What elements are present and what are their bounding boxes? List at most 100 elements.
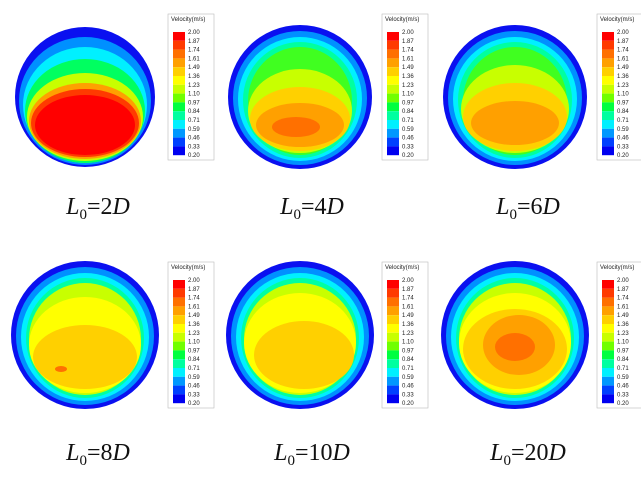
colorbar-swatch — [387, 137, 399, 147]
colorbar-tick-label: 0.33 — [402, 144, 414, 150]
colorbar-swatch — [602, 324, 614, 333]
colorbar-swatch — [387, 368, 399, 377]
contour-plot — [11, 261, 159, 409]
colorbar-tick-label: 1.10 — [617, 340, 629, 346]
colorbar-tick-label: 1.49 — [617, 313, 629, 319]
label-subscript: 0 — [509, 207, 517, 223]
colorbar-title: Velocity(m/s) — [600, 265, 634, 271]
colorbar-swatch — [387, 341, 399, 351]
colorbar-tick-label: 0.33 — [188, 392, 200, 398]
colorbar-tick-label: 0.97 — [402, 100, 414, 106]
colorbar-swatch — [602, 341, 614, 351]
colorbar-tick-label: 1.23 — [188, 83, 200, 89]
colorbar-swatch — [173, 394, 185, 404]
colorbar-tick-label: 0.46 — [402, 136, 414, 142]
panel-label: L0=10D — [273, 440, 350, 469]
colorbar-swatch — [602, 394, 614, 404]
colorbar-tick-label: 0.33 — [402, 392, 414, 398]
colorbar-swatch — [602, 93, 614, 103]
colorbar: Velocity(m/s) 2.00 1.87 1.74 1.61 1.49 1.36 1.2… — [381, 13, 429, 161]
colorbar-tick-label: 0.33 — [188, 144, 200, 150]
colorbar-tick-label: 0.59 — [617, 127, 629, 133]
colorbar-swatch — [387, 288, 399, 298]
colorbar-tick-label: 1.49 — [402, 65, 414, 71]
colorbar-title: Velocity(m/s) — [385, 265, 419, 271]
label-unit: D — [112, 440, 130, 466]
colorbar-swatch — [387, 120, 399, 129]
panel: Velocity(m/s) 2.00 1.87 1.74 1.61 1.49 1.36 1.2… — [443, 13, 641, 223]
colorbar-tick-label: 0.20 — [188, 401, 200, 407]
colorbar-title: Velocity(m/s) — [385, 17, 419, 23]
colorbar-swatch — [173, 111, 185, 120]
label-symbol: L — [65, 194, 79, 220]
colorbar-tick-label: 0.71 — [402, 366, 414, 372]
colorbar-tick-label: 1.10 — [402, 340, 414, 346]
colorbar-swatch — [387, 146, 399, 156]
colorbar-swatch — [387, 376, 399, 386]
colorbar-tick-label: 1.49 — [617, 65, 629, 71]
colorbar-swatch — [173, 280, 185, 289]
colorbar-swatch — [602, 350, 614, 360]
colorbar-title: Velocity(m/s) — [171, 17, 205, 23]
colorbar-swatch — [387, 315, 399, 324]
colorbar-swatch — [173, 146, 185, 156]
colorbar-tick-label: 1.74 — [617, 296, 629, 302]
colorbar-tick-label: 1.61 — [402, 304, 414, 310]
colorbar-tick-label: 0.71 — [617, 366, 629, 372]
colorbar-tick-label: 1.23 — [402, 331, 414, 337]
label-unit: D — [548, 440, 566, 466]
colorbar-tick-label: 0.59 — [188, 375, 200, 381]
panel-label: L0=20D — [489, 440, 566, 469]
panel: Velocity(m/s) 2.00 1.87 1.74 1.61 1.49 1.36 1.2… — [441, 261, 641, 469]
colorbar-swatch — [387, 76, 399, 85]
colorbar-tick-label: 1.87 — [188, 287, 200, 293]
colorbar-swatch — [173, 341, 185, 351]
panel-label: L0=2D — [65, 194, 130, 223]
colorbar-tick-label: 1.87 — [188, 39, 200, 45]
colorbar-tick-label: 0.46 — [188, 136, 200, 142]
colorbar-tick-label: 2.00 — [188, 30, 200, 36]
colorbar-tick-label: 0.46 — [402, 384, 414, 390]
colorbar-tick-label: 1.23 — [188, 331, 200, 337]
colorbar-swatch — [173, 128, 185, 138]
colorbar-swatch — [602, 84, 614, 94]
colorbar-tick-label: 0.33 — [617, 392, 629, 398]
label-equals: =4 — [301, 194, 327, 220]
colorbar-swatch — [387, 67, 399, 76]
colorbar-tick-label: 1.74 — [402, 296, 414, 302]
contour-region — [471, 101, 559, 145]
colorbar-swatch — [602, 288, 614, 298]
label-equals: =8 — [87, 440, 113, 466]
colorbar-swatch — [173, 306, 185, 316]
colorbar-tick-label: 0.97 — [402, 348, 414, 354]
label-subscript: 0 — [79, 207, 87, 223]
colorbar-swatch — [602, 32, 614, 41]
label-equals: =2 — [87, 194, 113, 220]
label-subscript: 0 — [503, 453, 511, 469]
label-symbol: L — [495, 194, 509, 220]
colorbar-swatch — [173, 40, 185, 50]
colorbar-tick-label: 1.49 — [402, 313, 414, 319]
colorbar-swatch — [602, 137, 614, 147]
panel-label: L0=8D — [65, 440, 130, 469]
colorbar-tick-label: 2.00 — [617, 278, 629, 284]
colorbar-tick-label: 0.97 — [617, 348, 629, 354]
colorbar-tick-label: 0.97 — [188, 100, 200, 106]
contour-plot — [15, 27, 155, 167]
colorbar-tick-label: 2.00 — [402, 278, 414, 284]
label-subscript: 0 — [79, 453, 87, 469]
colorbar-swatch — [602, 359, 614, 368]
colorbar-tick-label: 0.84 — [617, 357, 629, 363]
colorbar-title: Velocity(m/s) — [600, 17, 634, 23]
colorbar-tick-label: 1.61 — [188, 304, 200, 310]
colorbar-tick-label: 1.23 — [617, 331, 629, 337]
colorbar-tick-label: 1.87 — [617, 39, 629, 45]
colorbar-swatch — [387, 84, 399, 94]
colorbar: Velocity(m/s) 2.00 1.87 1.74 1.61 1.49 1.36 1.2… — [167, 13, 215, 161]
colorbar-swatch — [173, 368, 185, 377]
colorbar-tick-label: 1.10 — [188, 92, 200, 98]
contour-region — [55, 366, 67, 372]
colorbar-swatch — [173, 385, 185, 395]
colorbar-tick-label: 0.84 — [402, 357, 414, 363]
